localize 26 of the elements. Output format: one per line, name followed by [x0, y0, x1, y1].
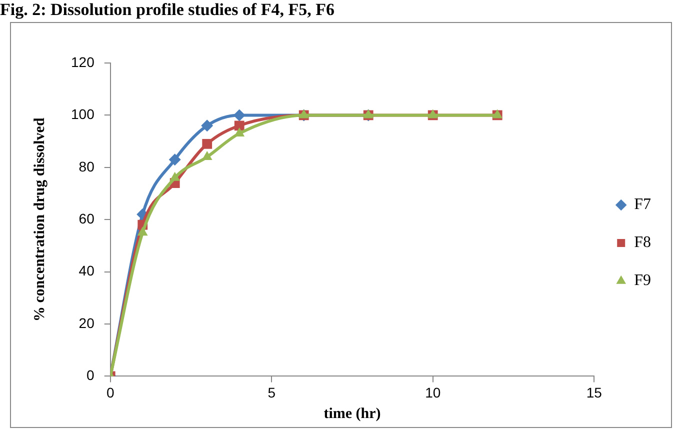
legend-label: F9: [634, 272, 652, 290]
y-tick-label: 100: [71, 106, 95, 122]
point: [234, 120, 244, 131]
x-tick-label: 10: [425, 384, 441, 400]
point: [170, 172, 180, 181]
y-tick-label: 40: [78, 262, 95, 279]
y-tick-label: 20: [78, 314, 95, 331]
y-tick-label: 80: [78, 158, 95, 174]
x-axis-title: time (hr): [324, 406, 381, 422]
x-tick-label: 0: [106, 384, 114, 400]
point: [234, 127, 245, 136]
point: [137, 226, 148, 236]
x-tick-label: 15: [586, 384, 602, 400]
point: [202, 150, 212, 160]
point: [168, 154, 181, 166]
legend-label: F8: [634, 234, 652, 252]
point: [201, 120, 214, 132]
point: [202, 138, 212, 149]
x-tick-label: 5: [268, 384, 276, 400]
point: [233, 109, 246, 122]
chart-title: Fig. 2: Dissolution profile studies of F4, F5, F6: [0, 0, 334, 20]
y-tick-label: 0: [86, 367, 95, 384]
y-tick-label: 120: [71, 54, 95, 70]
y-axis-title: % concentration drug dissolved: [32, 117, 48, 322]
legend-label: F7: [634, 196, 652, 214]
y-tick-label: 60: [78, 210, 95, 226]
